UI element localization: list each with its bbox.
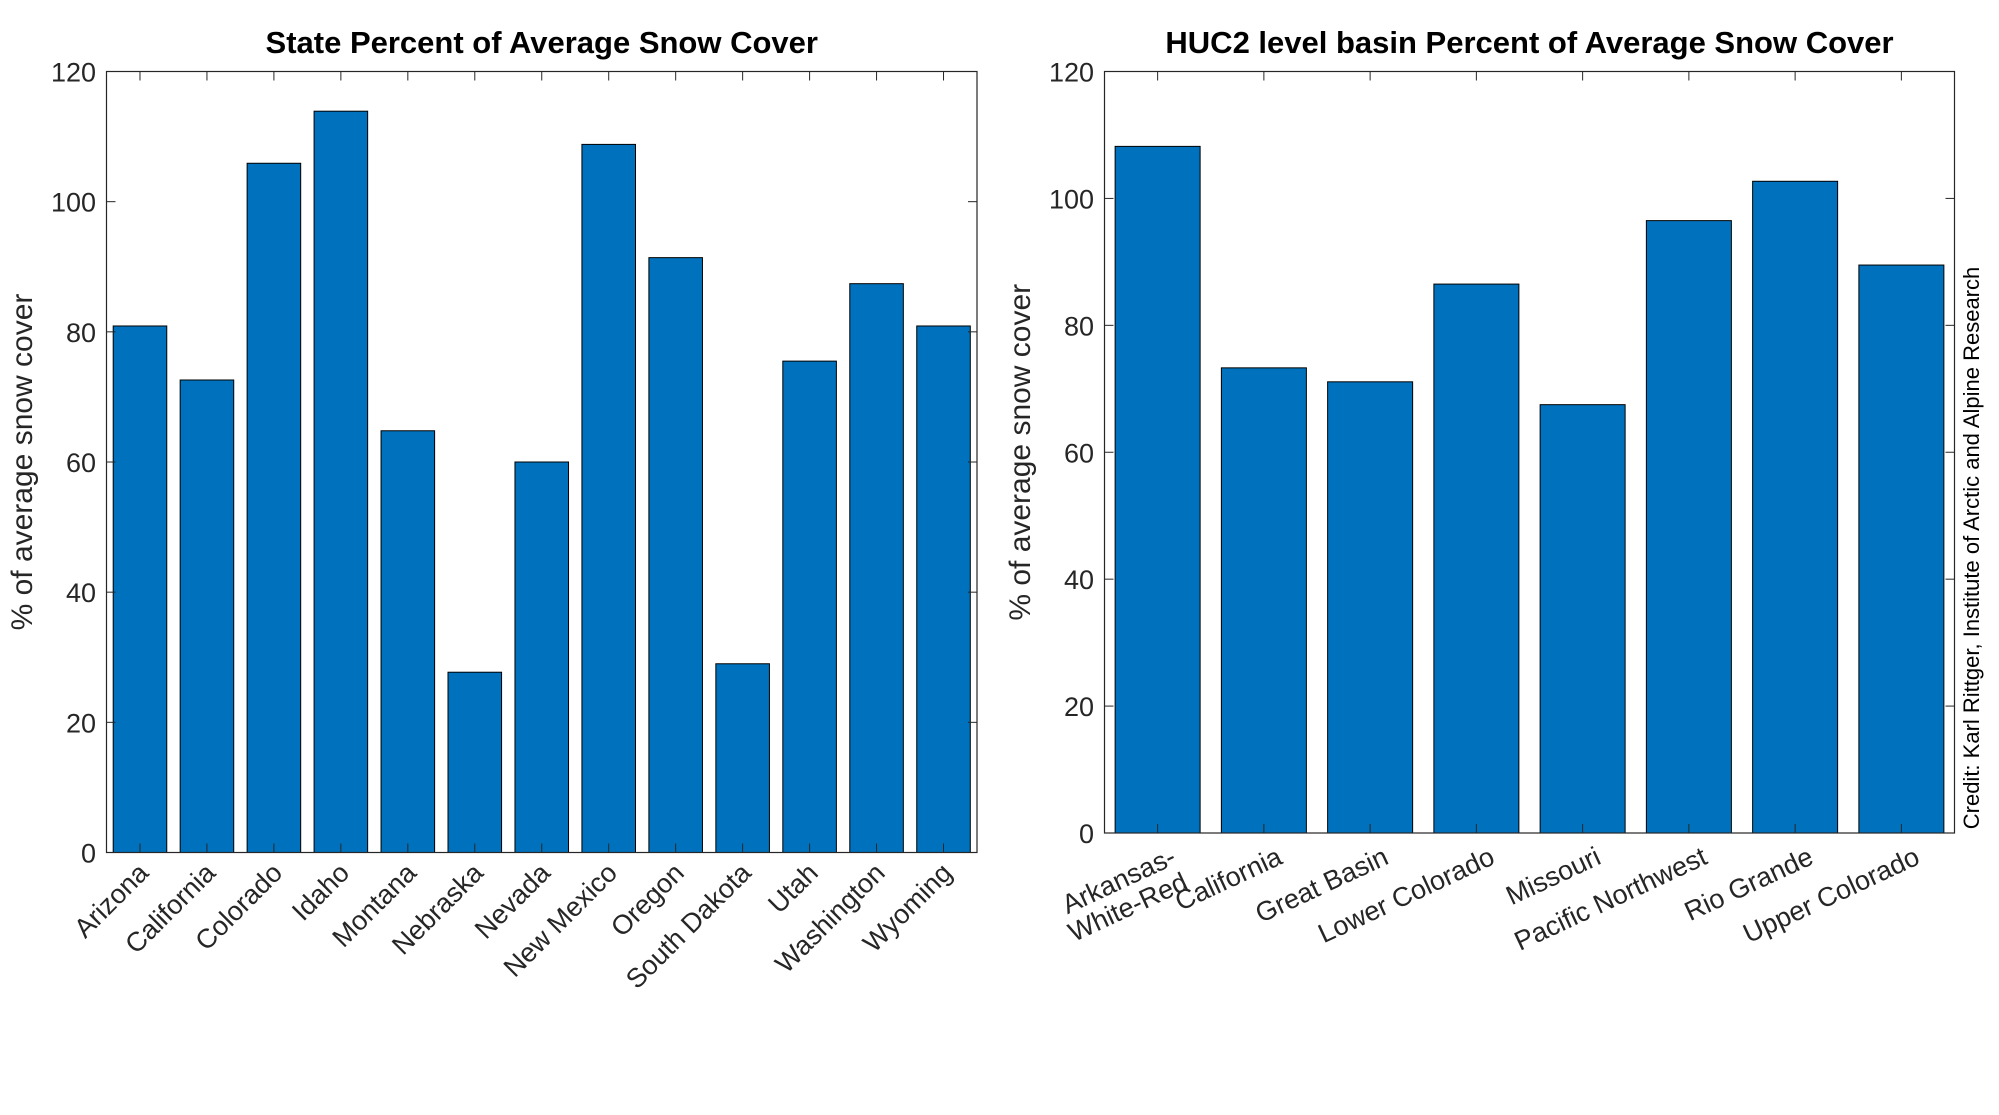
bar-nebraska [447, 671, 503, 854]
bar-upper-colorado [1858, 264, 1945, 834]
x-tick-label-line: Utah [762, 858, 824, 920]
y-tick-label: 100 [51, 188, 96, 218]
bar-washington [849, 283, 904, 853]
y-tick-label: 20 [66, 708, 96, 738]
chart-title: HUC2 level basin Percent of Average Snow… [1165, 25, 1893, 60]
bar-oregon [648, 257, 703, 854]
bar-rio-grande [1752, 180, 1839, 834]
y-tick-label: 120 [51, 58, 96, 88]
x-tick-label: Lower Colorado [1313, 841, 1498, 949]
bar-lower-colorado [1433, 283, 1520, 834]
x-tick-label-line: Upper Colorado [1738, 841, 1923, 949]
credit-text: Credit: Karl Rittger, Institute of Arcti… [1959, 267, 1984, 830]
y-tick-label: 0 [1079, 819, 1094, 849]
y-tick-label: 40 [1064, 565, 1094, 595]
y-tick-label: 60 [66, 448, 96, 478]
bar-great-basin [1327, 381, 1414, 834]
y-axis-label: % of average snow cover [1004, 284, 1037, 621]
x-tick-label: Upper Colorado [1738, 841, 1923, 949]
bar-nevada [514, 461, 570, 853]
bar-missouri [1539, 404, 1626, 834]
x-tick-label: Utah [762, 858, 824, 920]
x-tick-label-line: Lower Colorado [1313, 841, 1498, 949]
y-tick-label: 60 [1064, 438, 1094, 468]
bar-california [179, 379, 235, 853]
y-tick-label: 80 [1064, 311, 1094, 341]
y-tick-label: 0 [81, 839, 96, 869]
bar-wyoming [916, 325, 971, 853]
bar-colorado [246, 162, 302, 853]
chart-title: State Percent of Average Snow Cover [266, 25, 818, 60]
x-tick-label: Arkansas-White-Red [1052, 841, 1192, 947]
bar-arkansas--white-red [1114, 145, 1201, 834]
chart-2: HUC2 level basin Percent of Average Snow… [1004, 25, 1956, 957]
bar-california [1220, 367, 1307, 834]
bar-pacific-northwest [1645, 220, 1732, 834]
bar-utah [782, 360, 837, 853]
y-tick-label: 80 [66, 318, 96, 348]
y-tick-label: 120 [1049, 58, 1094, 88]
chart-1: State Percent of Average Snow Cover % of … [6, 25, 978, 994]
bar-montana [380, 430, 436, 853]
y-axis-label: % of average snow cover [6, 294, 39, 631]
y-tick-label: 100 [1049, 184, 1094, 214]
bar-new-mexico [581, 143, 636, 854]
bar-arizona [112, 325, 168, 853]
y-tick-label: 40 [66, 578, 96, 608]
bar-idaho [313, 110, 369, 854]
y-tick-label: 20 [1064, 692, 1094, 722]
bar-south-dakota [715, 663, 770, 854]
